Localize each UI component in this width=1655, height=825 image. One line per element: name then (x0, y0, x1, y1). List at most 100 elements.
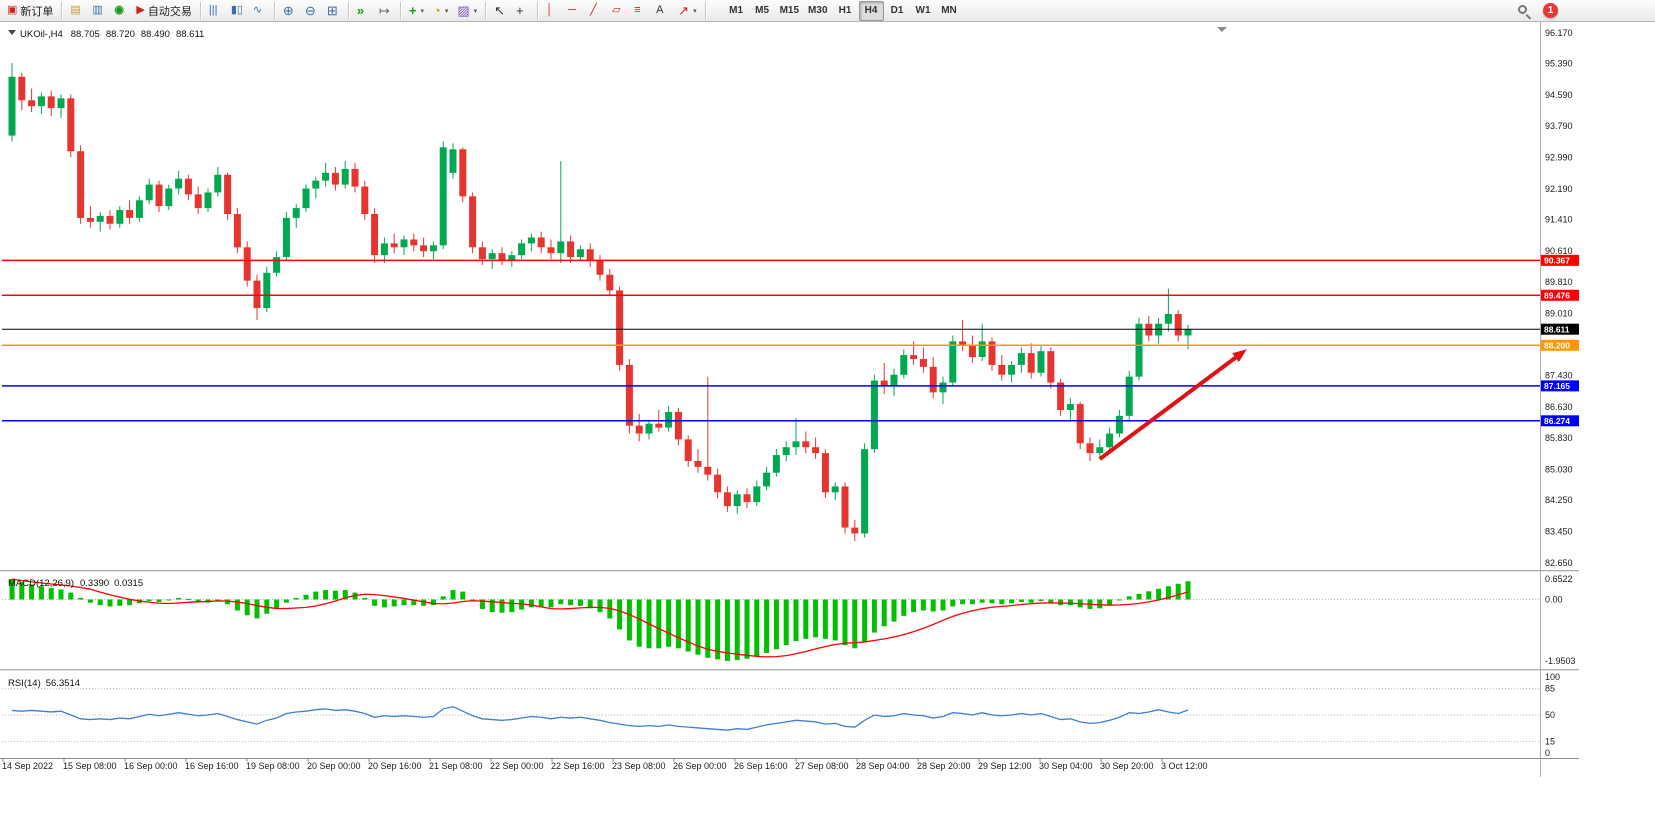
svg-text:84.250: 84.250 (1545, 495, 1573, 505)
toolbar-separator (485, 2, 487, 19)
price-tags: 90.367 89.476 88.611 88.200 87.165 86.274 (1541, 254, 1579, 427)
svg-text:23 Sep 08:00: 23 Sep 08:00 (612, 761, 666, 771)
zoom-in-icon: ⊕ (282, 3, 294, 18)
svg-text:-1.9503: -1.9503 (1545, 656, 1576, 666)
profiles-button[interactable]: ▥ (88, 1, 109, 21)
toolbar-separator (199, 2, 201, 19)
svg-text:87.430: 87.430 (1545, 370, 1573, 380)
toolbar: ▣ 新订单 ▤ ▥ ◉ ▶ 自动交易 ||| ▮▯ ∿ ⊕ ⊖ ⊞ » ↦ + … (0, 0, 1655, 22)
svg-text:15: 15 (1545, 737, 1555, 747)
svg-text:92.190: 92.190 (1545, 184, 1573, 194)
fibonacci-icon: ≡ (634, 4, 641, 16)
search-icon[interactable] (1518, 5, 1527, 14)
indicators-icon: + (408, 3, 417, 18)
svg-text:29 Sep 12:00: 29 Sep 12:00 (978, 761, 1032, 771)
trendline-icon: ╱ (590, 4, 597, 16)
arrows-button[interactable]: ↗ ▾ (674, 1, 700, 21)
zoom-out-button[interactable]: ⊖ (301, 1, 322, 21)
new-order-icon: ▣ (7, 4, 18, 16)
autotrading-button[interactable]: ▶ 自动交易 (132, 1, 195, 21)
zoom-out-icon: ⊖ (304, 3, 316, 18)
text-button[interactable]: A (652, 1, 673, 21)
periods-icon: ◔ (432, 3, 441, 18)
svg-text:22 Sep 00:00: 22 Sep 00:00 (490, 761, 544, 771)
trend-arrow[interactable] (1098, 349, 1247, 461)
templates-button[interactable]: ▨ ▾ (453, 1, 481, 21)
zoom-in-button[interactable]: ⊕ (279, 1, 300, 21)
channel-icon: ▱ (612, 4, 621, 16)
toolbar-separator (537, 2, 539, 19)
timeframe-toolbar: M1 M5 M15 M30 H1 H4 D1 W1 MN (724, 0, 962, 21)
templates-icon: ▨ (457, 3, 470, 18)
svg-text:21 Sep 08:00: 21 Sep 08:00 (429, 761, 483, 771)
svg-text:85.030: 85.030 (1545, 465, 1573, 475)
vertical-line-button[interactable]: │ (542, 1, 563, 21)
timeframe-m30-button[interactable]: M30 (804, 1, 831, 21)
timeframe-m5-button[interactable]: M5 (750, 1, 775, 21)
svg-text:82.650: 82.650 (1545, 558, 1573, 568)
svg-text:95.390: 95.390 (1545, 58, 1573, 68)
line-chart-icon: ∿ (252, 4, 263, 16)
tile-windows-icon: ⊞ (326, 3, 338, 18)
timeframe-m1-button[interactable]: M1 (724, 1, 749, 21)
new-chart-icon: ▤ (70, 4, 81, 16)
candlestick-series (8, 63, 1192, 542)
svg-text:94.590: 94.590 (1545, 90, 1573, 100)
timeframe-d1-button[interactable]: D1 (885, 1, 910, 21)
svg-text:96.170: 96.170 (1545, 28, 1573, 38)
chevron-down-icon: ▾ (693, 7, 697, 15)
rsi-label: RSI(14) 56.3514 (8, 678, 80, 689)
toolbar-separator (704, 2, 706, 19)
svg-text:85.830: 85.830 (1545, 433, 1573, 443)
time-axis: 14 Sep 2022 15 Sep 08:00 16 Sep 00:00 16 Se… (2, 758, 1208, 771)
indicators-button[interactable]: + ▾ (405, 1, 428, 21)
chart-shift-button[interactable]: ↦ (375, 1, 396, 21)
svg-text:26 Sep 16:00: 26 Sep 16:00 (734, 761, 788, 771)
macd-panel: 0.6522 0.00 -1.9503 (2, 574, 1576, 666)
timeframe-h1-button[interactable]: H1 (833, 1, 858, 21)
timeframe-w1-button[interactable]: W1 (911, 1, 936, 21)
svg-text:26 Sep 00:00: 26 Sep 00:00 (673, 761, 727, 771)
svg-text:100: 100 (1545, 672, 1560, 682)
svg-text:30 Sep 20:00: 30 Sep 20:00 (1100, 761, 1154, 771)
channel-button[interactable]: ▱ (608, 1, 629, 21)
periods-button[interactable]: ◔ ▾ (429, 1, 452, 21)
chart-menu-arrow[interactable] (8, 30, 16, 35)
tile-windows-button[interactable]: ⊞ (323, 1, 344, 21)
new-chart-button[interactable]: ▤ (66, 1, 87, 21)
bar-chart-button[interactable]: ||| (205, 1, 226, 21)
horizontal-line-button[interactable]: ─ (564, 1, 585, 21)
svg-text:20 Sep 00:00: 20 Sep 00:00 (307, 761, 361, 771)
timeframe-m15-button[interactable]: M15 (776, 1, 803, 21)
macd-label: MACD(12,26,9) 0.3390 0.0315 (8, 578, 143, 589)
cursor-button[interactable]: ↖ (490, 1, 511, 21)
toolbar-separator (399, 2, 401, 19)
crosshair-button[interactable]: + (512, 1, 533, 21)
svg-text:92.990: 92.990 (1545, 153, 1573, 163)
svg-text:93.790: 93.790 (1545, 121, 1573, 131)
chart-shift-marker[interactable] (1217, 27, 1227, 32)
horizontal-level-lines[interactable] (2, 259, 1540, 422)
timeframe-h4-button[interactable]: H4 (858, 0, 884, 21)
svg-text:16 Sep 00:00: 16 Sep 00:00 (124, 761, 178, 771)
chevron-down-icon: ▾ (444, 7, 449, 15)
new-order-button[interactable]: ▣ 新订单 (3, 1, 57, 21)
panel-separators (0, 22, 1579, 777)
fibonacci-button[interactable]: ≡ (630, 1, 651, 21)
candlestick-button[interactable]: ▮▯ (227, 1, 248, 21)
toolbar-separator (347, 2, 349, 19)
auto-scroll-button[interactable]: » (353, 1, 374, 21)
timeframe-mn-button[interactable]: MN (937, 1, 962, 21)
auto-scroll-icon: » (356, 3, 365, 18)
line-chart-button[interactable]: ∿ (249, 1, 270, 21)
vertical-line-icon: │ (546, 4, 554, 16)
navigator-button[interactable]: ◉ (110, 1, 131, 21)
svg-text:0: 0 (1545, 748, 1550, 758)
horizontal-line-icon: ─ (568, 4, 576, 16)
chevron-down-icon: ▾ (420, 7, 424, 15)
notification-badge[interactable]: 1 (1543, 3, 1558, 18)
trendline-button[interactable]: ╱ (586, 1, 607, 21)
